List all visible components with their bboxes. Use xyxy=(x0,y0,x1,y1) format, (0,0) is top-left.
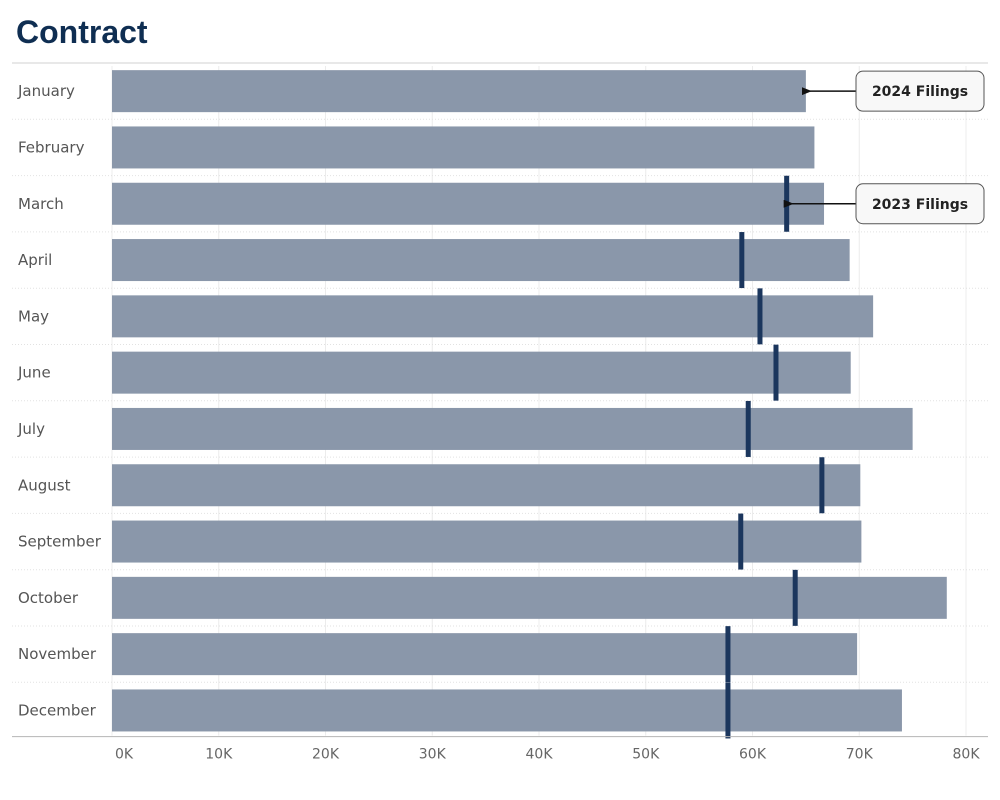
marker-2023-october xyxy=(792,569,798,626)
x-tick-label: 30K xyxy=(419,747,447,763)
marker-2023-december xyxy=(725,682,731,739)
x-tick-label: 40K xyxy=(526,747,554,763)
month-label: August xyxy=(18,476,71,494)
marker-2023-august xyxy=(819,457,825,514)
month-label: July xyxy=(17,420,45,438)
month-label: December xyxy=(18,701,97,719)
marker-2023-september xyxy=(738,513,744,570)
month-label: May xyxy=(18,307,49,325)
x-tick-label: 50K xyxy=(632,747,660,763)
marker-2023-june xyxy=(773,344,779,401)
bar-december xyxy=(112,689,902,732)
bar-august xyxy=(112,464,861,507)
bar-november xyxy=(112,633,858,676)
callout-label: 2023 Filings xyxy=(872,197,968,213)
bar-february xyxy=(112,126,815,169)
month-label: November xyxy=(18,645,97,663)
month-label: June xyxy=(17,364,51,382)
x-tick-label: 10K xyxy=(205,747,233,763)
callout-box xyxy=(855,70,985,112)
month-label: October xyxy=(18,589,79,607)
marker-2023-november xyxy=(725,626,731,683)
bar-july xyxy=(112,407,913,450)
callout-label: 2024 Filings xyxy=(872,84,968,100)
callout-box xyxy=(855,183,985,225)
marker-2023-march xyxy=(784,175,790,232)
bar-january xyxy=(112,70,806,113)
month-label: March xyxy=(18,195,64,213)
bar-september xyxy=(112,520,862,563)
bar-may xyxy=(112,295,874,338)
x-tick-label: 80K xyxy=(953,747,981,763)
month-label: April xyxy=(18,251,52,269)
x-tick-label: 70K xyxy=(846,747,874,763)
x-tick-label: 20K xyxy=(312,747,340,763)
month-label: January xyxy=(17,82,75,100)
marker-2023-april xyxy=(739,232,745,289)
marker-2023-july xyxy=(745,400,751,457)
chart-title: Contract xyxy=(16,14,148,50)
x-tick-label: 60K xyxy=(739,747,767,763)
month-label: February xyxy=(18,138,85,156)
x-tick-label: 0K xyxy=(115,747,134,763)
bar-march xyxy=(112,182,825,225)
month-label: September xyxy=(18,533,102,551)
bar-october xyxy=(112,576,947,619)
marker-2023-may xyxy=(757,288,763,345)
bar-april xyxy=(112,239,850,282)
bar-june xyxy=(112,351,851,394)
